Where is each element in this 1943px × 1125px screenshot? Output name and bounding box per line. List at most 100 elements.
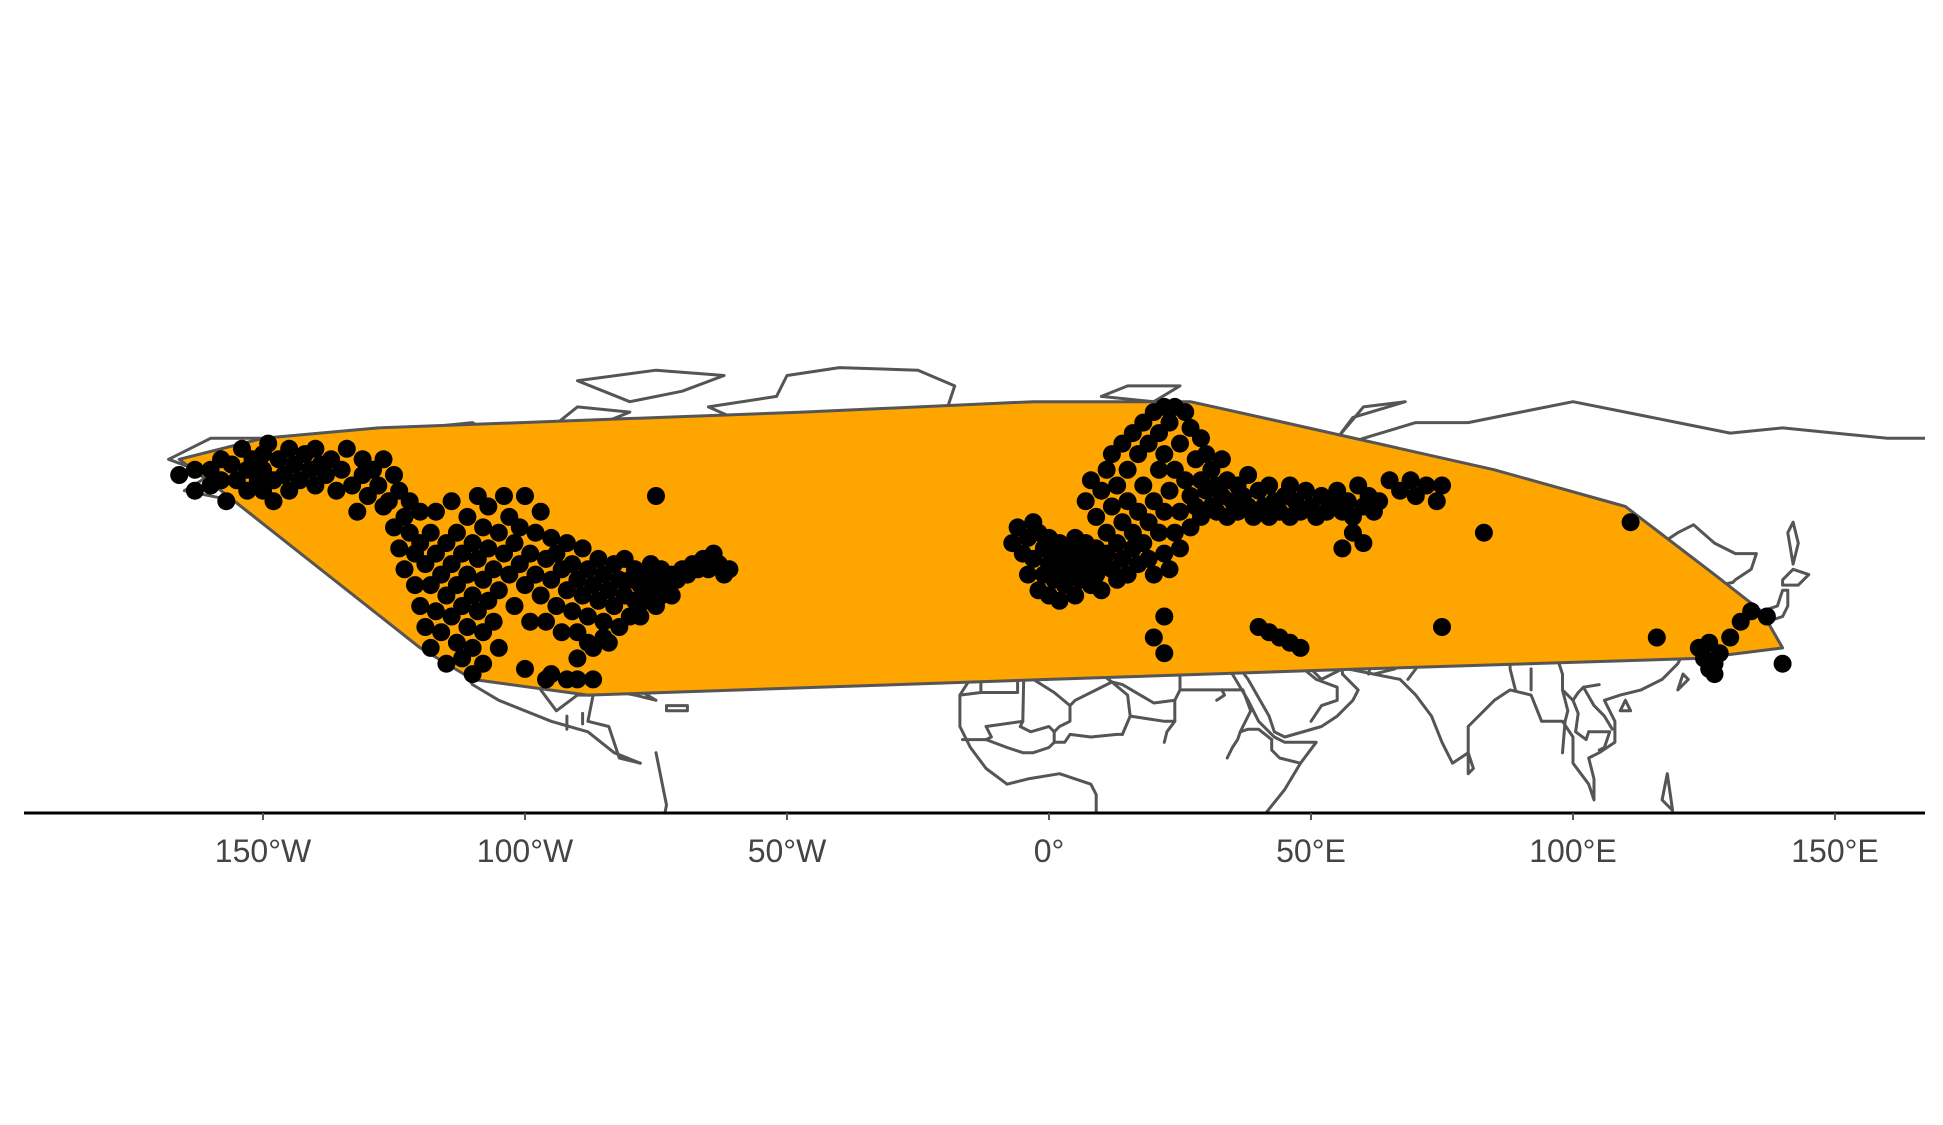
occurrence-point <box>489 581 508 600</box>
occurrence-point <box>1773 654 1792 673</box>
occurrence-point <box>1260 476 1279 495</box>
occurrence-point <box>1118 460 1137 479</box>
occurrence-point <box>474 518 493 537</box>
coastline <box>1786 520 1800 566</box>
occurrence-point <box>395 507 414 526</box>
occurrence-point <box>531 586 550 605</box>
occurrence-point <box>432 623 451 642</box>
occurrence-point <box>170 466 189 484</box>
occurrence-point <box>526 565 545 584</box>
country-border <box>1571 698 1591 742</box>
occurrence-point <box>1705 665 1724 684</box>
occurrence-point <box>505 597 524 615</box>
occurrence-point <box>1155 502 1174 521</box>
x-tick-label: 50°W <box>748 833 827 869</box>
occurrence-point <box>259 434 278 453</box>
occurrence-point <box>1150 460 1168 479</box>
occurrence-point <box>463 586 482 605</box>
occurrence-point <box>395 560 414 579</box>
occurrence-point <box>1401 471 1420 490</box>
occurrence-point <box>1160 560 1179 579</box>
coastline <box>575 368 726 404</box>
coastline <box>665 704 689 713</box>
occurrence-point <box>1621 513 1640 532</box>
occurrence-point <box>264 492 283 511</box>
occurrence-point <box>1134 534 1153 553</box>
occurrence-point <box>1212 450 1231 469</box>
occurrence-point <box>411 597 430 615</box>
occurrence-point <box>458 507 477 526</box>
occurrence-point <box>1108 534 1127 553</box>
occurrence-point <box>479 539 498 558</box>
occurrence-point <box>720 560 739 579</box>
occurrence-point <box>1160 413 1179 432</box>
x-axis: 150°W 100°W 50°W 0° 50°E 100°E 150°E <box>24 811 1925 869</box>
occurrence-point <box>1239 466 1258 484</box>
occurrence-point <box>421 638 440 657</box>
occurrence-point <box>337 439 356 458</box>
occurrence-point <box>442 492 461 511</box>
x-tick-label: 50°E <box>1276 833 1346 869</box>
occurrence-point <box>1338 492 1357 511</box>
coastline <box>654 751 668 813</box>
occurrence-point <box>426 602 445 621</box>
occurrence-point <box>463 534 482 553</box>
country-border <box>1162 698 1177 744</box>
occurrence-point <box>1150 523 1168 542</box>
occurrence-point <box>1076 492 1095 511</box>
occurrence-point <box>489 638 508 657</box>
occurrence-point <box>516 487 534 505</box>
occurrence-point <box>1160 481 1179 500</box>
occurrence-point <box>584 670 603 689</box>
occurrence-point <box>563 602 582 621</box>
country-border <box>1225 730 1242 760</box>
x-tick-label: 150°E <box>1791 833 1879 869</box>
occurrence-point <box>212 471 231 490</box>
occurrence-point <box>385 466 403 484</box>
occurrence-point <box>1370 492 1389 511</box>
occurrence-point <box>589 549 608 568</box>
occurrence-point <box>537 612 555 631</box>
occurrence-point <box>447 633 466 652</box>
occurrence-point <box>348 502 367 521</box>
occurrence-point <box>316 466 335 484</box>
occurrence-point <box>1647 628 1666 647</box>
occurrence-point <box>479 497 498 516</box>
occurrence-point <box>280 439 299 458</box>
x-tick-label: 100°E <box>1529 833 1617 869</box>
occurrence-point <box>1192 429 1210 448</box>
occurrence-point <box>662 586 681 605</box>
coastline <box>1676 672 1690 692</box>
country-border <box>1052 732 1124 744</box>
occurrence-point <box>437 654 456 673</box>
occurrence-point <box>1742 602 1761 621</box>
occurrence-point <box>1197 445 1216 464</box>
x-tick-label: 150°W <box>215 833 312 869</box>
occurrence-point <box>1102 497 1121 516</box>
country-border <box>1270 738 1302 765</box>
occurrence-point <box>1155 544 1174 563</box>
country-border <box>1582 685 1614 731</box>
occurrence-point <box>1176 471 1195 490</box>
occurrence-point <box>1092 581 1111 600</box>
occurrence-point <box>1281 476 1299 495</box>
occurrence-point <box>1139 549 1158 568</box>
occurrence-point <box>1433 476 1451 495</box>
occurrence-point <box>1433 618 1451 636</box>
occurrence-point <box>1097 460 1116 479</box>
occurrence-point <box>1066 586 1085 605</box>
occurrence-point <box>1155 644 1174 663</box>
occurrence-point <box>1757 607 1776 626</box>
coastline <box>1781 567 1811 587</box>
occurrence-point <box>505 534 524 553</box>
occurrence-point <box>516 659 534 678</box>
country-border <box>1110 638 1182 705</box>
occurrence-point <box>222 455 241 474</box>
occurrence-point <box>1155 607 1174 626</box>
occurrence-point <box>369 476 388 495</box>
occurrence-point <box>1296 481 1315 500</box>
occurrence-point <box>573 539 592 558</box>
range-polygon <box>177 400 1785 697</box>
convex-hull <box>177 400 1785 697</box>
coastline <box>1099 384 1182 404</box>
